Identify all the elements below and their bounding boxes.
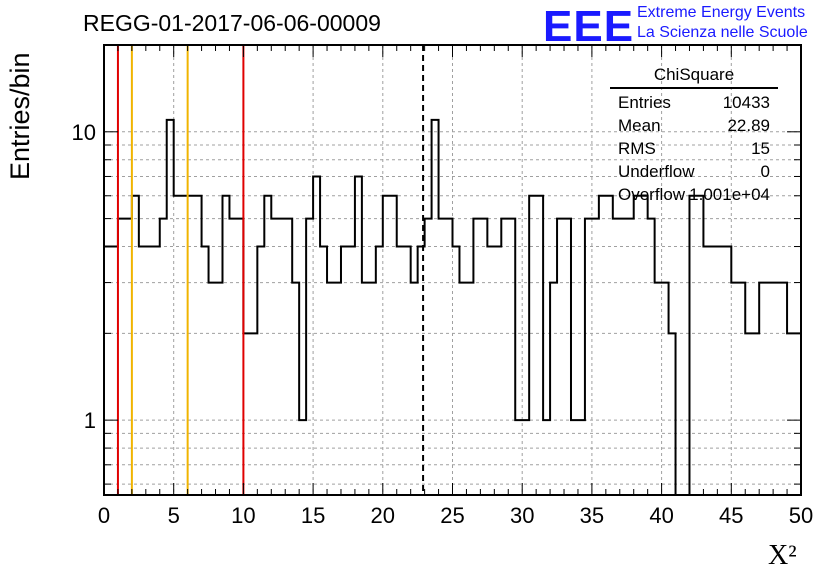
- stats-title: ChiSquare: [610, 65, 778, 89]
- x-axis-label: X²: [768, 540, 797, 571]
- x-tick-label: 15: [301, 503, 325, 528]
- stats-label: Entries: [618, 93, 671, 112]
- stats-value: 1.001e+04: [689, 185, 770, 204]
- stats-label: Mean: [618, 116, 661, 135]
- chart-title: REGG-01-2017-06-06-00009: [83, 10, 381, 36]
- y-axis-label: Entries/bin: [5, 52, 35, 180]
- logo-line-2: La Scienza nelle Scuole: [637, 24, 808, 41]
- x-tick-label: 50: [789, 503, 813, 528]
- x-tick-label: 30: [510, 503, 534, 528]
- stats-value: 10433: [722, 93, 770, 112]
- stats-value: 0: [760, 162, 770, 181]
- stats-label: Underflow: [618, 162, 695, 181]
- logo-line-1: Extreme Energy Events: [637, 4, 806, 21]
- x-tick-label: 45: [719, 503, 743, 528]
- stats-row-entries: Entries 10433: [610, 91, 778, 114]
- x-tick-label: 35: [580, 503, 604, 528]
- eee-logo: EEE: [543, 2, 635, 51]
- stats-value: 22.89: [727, 116, 770, 135]
- stats-row-rms: RMS 15: [610, 137, 778, 160]
- stats-row-mean: Mean 22.89: [610, 114, 778, 137]
- stats-row-overflow: Overflow 1.001e+04: [610, 183, 778, 206]
- stats-value: 15: [751, 139, 770, 158]
- x-tick-label: 10: [231, 503, 255, 528]
- stats-label: RMS: [618, 139, 656, 158]
- x-tick-label: 25: [440, 503, 464, 528]
- x-tick-label: 40: [649, 503, 673, 528]
- stats-box: ChiSquare Entries 10433 Mean 22.89 RMS 1…: [610, 65, 778, 206]
- x-tick-label: 5: [168, 503, 180, 528]
- stats-row-underflow: Underflow 0: [610, 160, 778, 183]
- y-tick-label: 1: [84, 408, 96, 433]
- histogram-series: [104, 118, 801, 495]
- x-tick-label: 20: [371, 503, 395, 528]
- y-tick-label: 10: [72, 120, 96, 145]
- x-tick-label: 0: [98, 503, 110, 528]
- stats-label: Overflow: [618, 185, 686, 204]
